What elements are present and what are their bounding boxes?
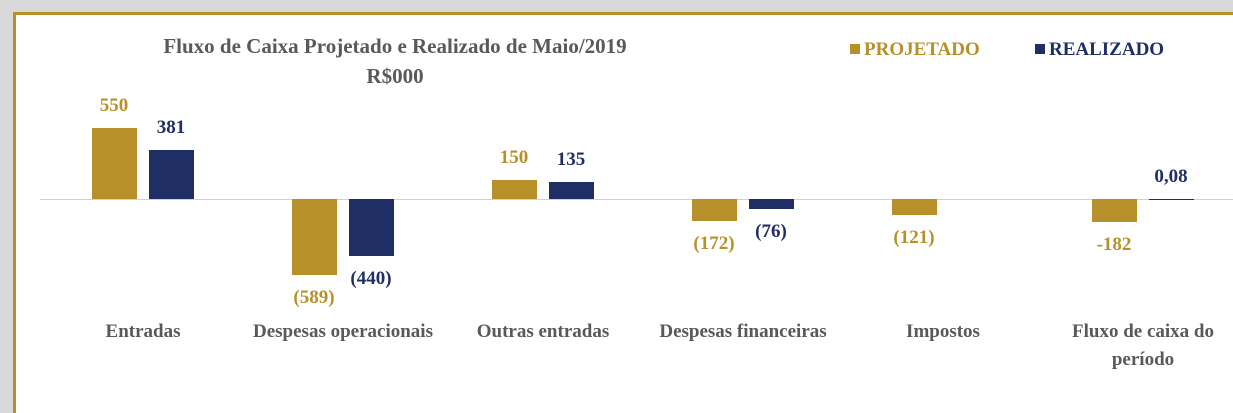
data-label: (172)	[693, 233, 735, 255]
chart: Fluxo de Caixa Projetado e Realizado de …	[16, 15, 1233, 413]
bar	[491, 179, 537, 199]
bar	[348, 199, 394, 256]
legend-item: REALIZADO	[1035, 39, 1164, 61]
legend-item: PROJETADO	[850, 39, 980, 61]
x-tick-label: Impostos	[906, 321, 980, 342]
data-label: 550	[99, 95, 129, 117]
bar	[1148, 198, 1194, 200]
legend-label: REALIZADO	[1049, 39, 1165, 60]
bar	[291, 199, 337, 275]
baseline	[40, 199, 1233, 200]
data-label: (589)	[293, 286, 335, 308]
bar	[548, 181, 594, 199]
chart-frame: Fluxo de Caixa Projetado e Realizado de …	[13, 12, 1233, 413]
bar	[748, 199, 794, 209]
legend-swatch	[1035, 44, 1045, 54]
bar	[891, 199, 937, 215]
bar	[148, 149, 194, 199]
data-label: (440)	[350, 267, 392, 289]
bar	[691, 199, 737, 222]
data-label: 0,08	[1154, 165, 1188, 187]
x-tick-label: Entradas	[105, 321, 181, 342]
data-label: 150	[499, 146, 529, 168]
data-label: 135	[556, 148, 586, 170]
x-tick-label: Fluxo de caixa do período	[1072, 321, 1214, 370]
chart-subtitle: R$000	[366, 64, 424, 88]
data-label: -182	[1096, 234, 1132, 256]
chart-title: Fluxo de Caixa Projetado e Realizado de …	[163, 34, 627, 58]
legend-label: PROJETADO	[864, 39, 980, 60]
data-label: (76)	[755, 220, 787, 242]
x-tick-label: Despesas financeiras	[659, 321, 827, 342]
legend-swatch	[850, 44, 860, 54]
bar	[1091, 199, 1137, 223]
data-label: 381	[156, 116, 186, 138]
bar	[91, 128, 137, 199]
data-label: (121)	[893, 226, 935, 248]
x-tick-label: Despesas operacionais	[253, 321, 433, 342]
x-tick-label: Outras entradas	[476, 321, 610, 342]
